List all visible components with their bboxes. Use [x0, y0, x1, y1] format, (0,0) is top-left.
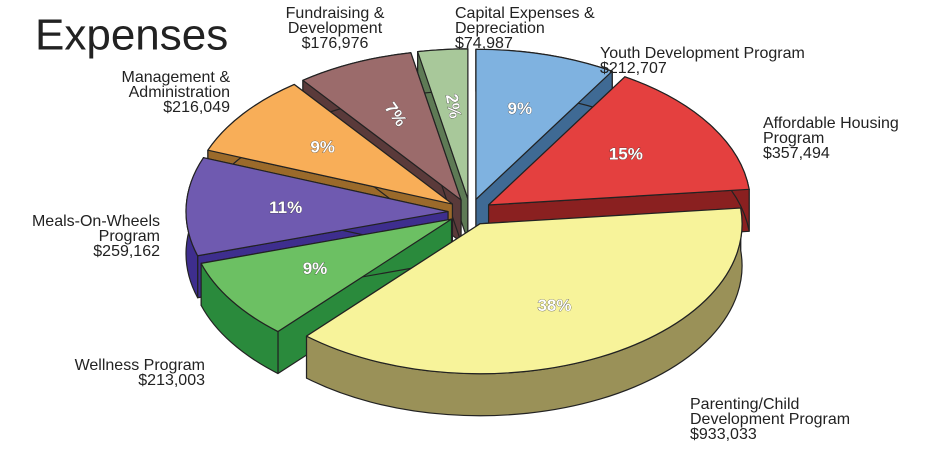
category-label: Youth Development Program: [600, 45, 805, 62]
category-label: Development Program: [690, 411, 850, 428]
value-label: $213,003: [138, 372, 205, 389]
category-label: Development: [288, 20, 383, 37]
percent-label: 9%: [508, 99, 533, 118]
slice: [185, 157, 449, 257]
category-label: Parenting/Child: [690, 396, 799, 413]
value-label: $933,033: [690, 426, 757, 443]
category-label: Wellness Program: [75, 357, 205, 374]
value-label: $357,494: [763, 145, 830, 162]
slice: [417, 48, 469, 200]
category-label: Fundraising &: [286, 5, 385, 22]
category-label: Meals-On-Wheels: [32, 213, 160, 230]
slice: [487, 76, 750, 206]
percent-label: 9%: [310, 138, 335, 157]
value-label: $74,987: [455, 35, 513, 52]
category-label: Program: [763, 130, 824, 147]
category-label: Capital Expenses &: [455, 5, 595, 22]
value-label: $216,049: [163, 99, 230, 116]
value-label: $176,976: [302, 35, 369, 52]
category-label: Management &: [121, 69, 230, 86]
category-label: Depreciation: [455, 20, 545, 37]
chart-title: Expenses: [35, 11, 228, 60]
slice: [302, 52, 462, 201]
percent-label: 2%: [442, 92, 465, 120]
slice: [207, 83, 454, 205]
value-label: $212,707: [600, 60, 667, 77]
percent-label: 15%: [609, 145, 643, 164]
slice: [475, 48, 613, 200]
percent-label: 9%: [303, 259, 328, 278]
category-label: Program: [99, 228, 160, 245]
percent-label: 38%: [537, 296, 571, 315]
category-label: Administration: [129, 84, 230, 101]
slice: [305, 207, 743, 375]
value-label: $259,162: [93, 243, 160, 260]
percent-label: 11%: [269, 198, 302, 217]
slice: [200, 218, 453, 333]
category-label: Affordable Housing: [763, 115, 899, 132]
